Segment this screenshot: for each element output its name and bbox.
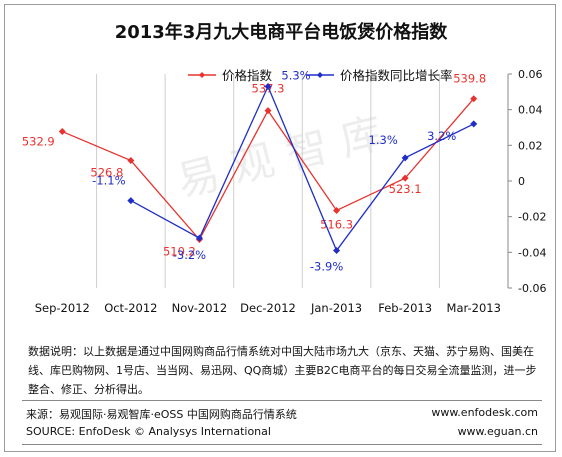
data-label: 5.3% [281, 68, 310, 82]
data-point [470, 95, 478, 103]
y-tick-label: 0.04 [518, 104, 543, 117]
data-point [470, 120, 478, 128]
source-cn: 来源：易观国际·易观智库·eOSS 中国网购商品行情系统 [26, 408, 297, 421]
data-point [401, 154, 409, 162]
data-label: -1.1% [92, 174, 125, 188]
data-label: 532.9 [22, 135, 55, 149]
series-line [130, 84, 475, 252]
x-tick-label: Jan-2013 [310, 301, 362, 315]
y-tick-label: -0.04 [518, 246, 546, 259]
y-tick-label: -0.06 [518, 282, 546, 295]
data-point [401, 174, 409, 182]
data-label: 523.1 [389, 182, 422, 196]
x-tick-label: Sep-2012 [35, 301, 90, 315]
divider-bottom [22, 444, 542, 445]
x-tick-label: Mar-2013 [447, 301, 501, 315]
data-point [264, 107, 272, 115]
y-tick-label: -0.02 [518, 211, 546, 224]
y-tick-label: 0.06 [518, 68, 543, 81]
legend: 价格指数 价格指数同比增长率 [188, 68, 453, 83]
legend-marker [199, 72, 205, 78]
series-line [62, 98, 475, 241]
chart-title: 2013年3月九大电商平台电饭煲价格指数 [114, 22, 448, 43]
data-point [333, 206, 341, 214]
legend-label: 价格指数 [222, 68, 273, 83]
data-label: -3.9% [310, 260, 343, 274]
url-eguan: www.eguan.cn [457, 425, 538, 438]
series-growth-rate: -1.1% -3.2% 5.3% -3.9% 1.3% 3.2% [92, 68, 478, 274]
y-right-tick-labels: 0.06 0.04 0.02 0 -0.02 -0.04 -0.06 [518, 68, 546, 295]
data-label: 539.8 [453, 72, 486, 86]
x-tick-label: Oct-2012 [104, 301, 157, 315]
data-point [127, 197, 135, 205]
chart-frame [4, 4, 556, 452]
data-label: 3.2% [427, 129, 456, 143]
x-tick-label: Feb-2013 [378, 301, 432, 315]
x-tick-label: Dec-2012 [240, 301, 296, 315]
axes [507, 73, 512, 289]
legend-marker [317, 72, 323, 78]
source-en: SOURCE: EnfoDesk © Analysys Internationa… [26, 425, 271, 438]
x-tick-labels: Sep-2012 Oct-2012 Nov-2012 Dec-2012 Jan-2013… [35, 301, 501, 315]
data-point [58, 128, 66, 136]
url-enfodesk: www.enfodesk.com [431, 406, 538, 419]
data-point [195, 234, 203, 242]
y-tick-label: 0.02 [518, 139, 543, 152]
data-label: 516.3 [320, 217, 353, 231]
data-label: 526.8 [90, 166, 123, 180]
vertical-gridlines [96, 74, 440, 288]
data-note: 数据说明：以上数据是通过中国网购商品行情系统对中国大陆市场九大（京东、天猫、苏宁… [28, 345, 537, 396]
y-tick-label: 0 [518, 175, 525, 188]
data-label: 510.2 [163, 244, 196, 258]
data-label: -3.2% [173, 248, 206, 262]
data-point [333, 247, 341, 255]
x-tick-label: Nov-2012 [172, 301, 228, 315]
data-point [127, 157, 135, 165]
data-point [264, 82, 272, 90]
legend-label: 价格指数同比增长率 [340, 68, 453, 83]
data-label: 1.3% [369, 133, 398, 147]
divider-top [22, 400, 542, 401]
